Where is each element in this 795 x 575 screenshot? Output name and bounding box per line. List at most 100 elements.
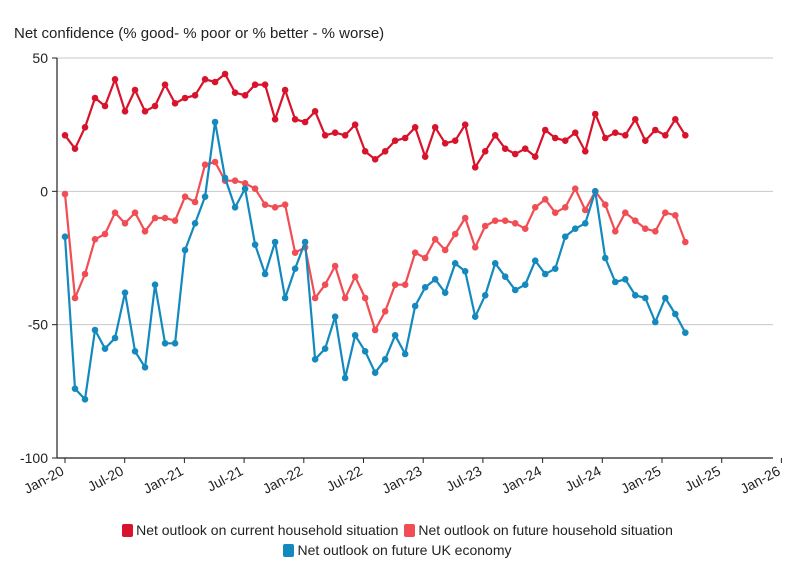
data-point — [191, 92, 199, 99]
data-point — [571, 225, 579, 232]
data-point — [511, 150, 519, 158]
data-point — [381, 308, 389, 315]
data-point — [151, 102, 159, 110]
data-point — [521, 225, 529, 232]
y-ticks: 50 0 -50 -100 — [20, 50, 58, 466]
data-point — [291, 265, 299, 272]
data-point — [601, 254, 609, 262]
data-point — [81, 396, 89, 403]
data-point — [131, 209, 139, 216]
data-point — [461, 268, 469, 275]
y-tick-label: 50 — [32, 50, 48, 66]
data-point — [662, 132, 669, 139]
data-point — [531, 153, 539, 160]
data-point — [551, 265, 559, 272]
data-point — [291, 249, 299, 256]
legend-item-uk-economy: Net outlook on future UK economy — [283, 541, 512, 559]
data-point — [71, 294, 79, 302]
data-point — [491, 132, 499, 139]
data-point — [662, 209, 669, 216]
data-point — [511, 286, 519, 294]
data-point — [61, 233, 69, 240]
data-point — [531, 204, 539, 211]
data-point — [631, 116, 639, 123]
data-point — [171, 217, 179, 224]
data-point — [441, 140, 449, 147]
data-point — [501, 273, 509, 280]
series-group — [61, 70, 689, 403]
data-point — [211, 78, 219, 86]
data-point — [181, 94, 189, 102]
data-point — [351, 332, 359, 339]
data-point — [581, 220, 589, 227]
data-point — [561, 204, 569, 211]
data-point — [241, 180, 249, 187]
x-tick-label: Jan-22 — [260, 462, 305, 496]
legend-item-current-household: Net outlook on current household situati… — [122, 521, 398, 539]
y-axis-label: Net confidence (% good- % poor or % bett… — [14, 25, 384, 42]
data-point — [581, 148, 589, 155]
legend-swatch-current-household — [122, 523, 134, 537]
data-point — [561, 137, 569, 144]
data-point — [672, 116, 679, 123]
data-point — [361, 294, 369, 302]
legend-row-2: Net outlook on future UK economy — [0, 541, 795, 559]
data-point — [391, 137, 399, 144]
data-point — [341, 374, 349, 382]
data-point — [101, 230, 109, 238]
data-point — [521, 145, 529, 152]
data-point — [311, 356, 319, 363]
data-point — [91, 94, 99, 102]
data-point — [481, 292, 489, 299]
data-point — [641, 225, 649, 232]
x-tick-label: Jul-24 — [563, 462, 604, 494]
data-point — [501, 145, 509, 152]
data-point — [651, 126, 659, 134]
data-point — [581, 206, 589, 214]
data-point — [491, 217, 499, 224]
data-point — [211, 118, 219, 126]
data-point — [311, 108, 319, 115]
series-line — [63, 120, 687, 401]
series-line — [64, 72, 687, 169]
x-ticks: Jan-20 Jul-20 Jan-21 Jul-21 Jan-22 Jul-22 Jan-… — [21, 457, 783, 497]
data-point — [641, 137, 649, 144]
data-point — [71, 385, 79, 392]
data-point — [662, 294, 669, 302]
legend-label-uk-economy: Net outlook on future UK economy — [297, 542, 512, 558]
data-point — [321, 345, 329, 352]
y-tick-label: -50 — [28, 317, 48, 333]
data-point — [682, 238, 689, 246]
data-point — [631, 217, 639, 224]
data-point — [331, 129, 339, 136]
data-point — [141, 228, 149, 235]
data-point — [621, 132, 629, 139]
data-point — [521, 281, 529, 288]
data-point — [341, 132, 349, 139]
data-point — [351, 121, 359, 128]
data-point — [551, 209, 559, 216]
x-tick-label: Jul-20 — [85, 462, 126, 494]
data-point — [361, 348, 369, 355]
data-point — [301, 118, 309, 126]
data-point — [101, 345, 109, 352]
x-tick-label: Jan-20 — [21, 462, 66, 496]
data-point — [371, 156, 379, 163]
data-point — [131, 348, 139, 355]
data-point — [331, 313, 339, 320]
data-point — [431, 276, 439, 283]
data-point — [571, 129, 579, 136]
data-point — [331, 262, 339, 270]
data-point — [401, 350, 409, 358]
data-point — [541, 126, 549, 134]
data-point — [561, 233, 569, 240]
data-point — [161, 81, 169, 88]
data-point — [391, 281, 399, 288]
data-point — [411, 249, 419, 256]
data-point — [241, 185, 249, 192]
data-point — [161, 214, 169, 222]
data-point — [431, 124, 439, 131]
x-tick-label: Jan-24 — [499, 462, 544, 496]
data-point — [591, 188, 599, 195]
data-point — [251, 185, 259, 192]
